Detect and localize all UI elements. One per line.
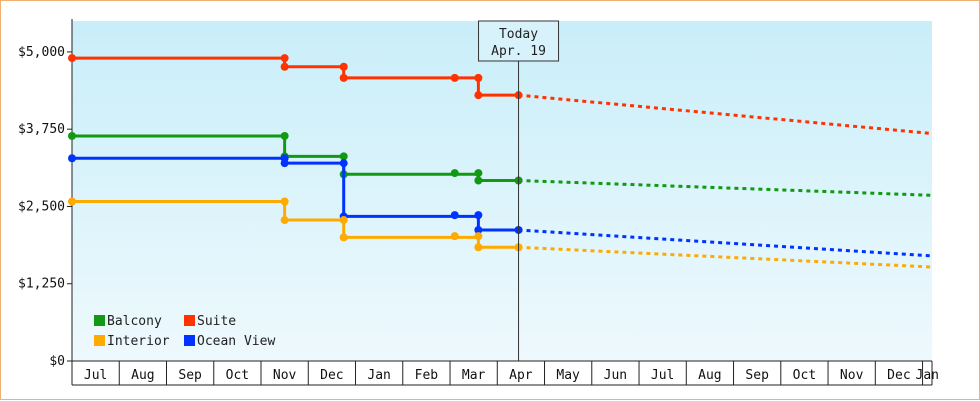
x-tick-label: Feb xyxy=(415,368,439,383)
x-tick-label: Jun xyxy=(604,368,627,383)
legend-swatch-interior xyxy=(94,335,105,346)
data-point xyxy=(474,176,483,185)
data-point xyxy=(339,62,348,71)
data-point xyxy=(68,154,76,163)
data-point xyxy=(68,131,76,140)
data-point xyxy=(450,232,459,241)
forecast-line-ocean-view xyxy=(518,228,933,258)
data-point xyxy=(68,54,76,63)
today-date: Apr. 19 xyxy=(491,44,546,59)
legend: Balcony Suite Interior Ocean View xyxy=(94,314,275,349)
x-tick-label: Aug xyxy=(131,368,154,383)
y-tick-label: $0 xyxy=(49,354,65,369)
data-point xyxy=(339,159,348,168)
x-tick-label: Apr xyxy=(509,368,533,383)
data-point xyxy=(68,197,76,206)
x-tick-label: Dec xyxy=(887,368,910,383)
data-point xyxy=(339,233,348,242)
data-point xyxy=(474,243,483,252)
data-point xyxy=(450,169,459,178)
series-layer xyxy=(68,54,933,269)
legend-label-suite: Suite xyxy=(197,314,236,329)
data-point xyxy=(474,225,483,234)
y-axis: $0 $1,250 $2,500 $3,750 $5,000 xyxy=(18,19,73,369)
today-label: Today xyxy=(499,27,538,42)
x-tick-label: Oct xyxy=(793,368,816,383)
data-point xyxy=(339,152,348,161)
data-point xyxy=(474,169,483,178)
x-tick-label: Nov xyxy=(840,368,864,383)
forecast-line-suite xyxy=(518,93,933,136)
x-tick-label: Jan xyxy=(916,368,939,383)
x-tick-label: Dec xyxy=(320,368,343,383)
x-tick-label: Mar xyxy=(462,368,486,383)
x-tick-label: Sep xyxy=(178,368,202,383)
data-point xyxy=(280,216,289,225)
data-point xyxy=(280,197,289,206)
x-axis: Jul Aug Sep Oct Nov Dec Jan Feb Mar Apr May Jun Jul A… xyxy=(71,360,939,386)
legend-label-interior: Interior xyxy=(107,334,170,349)
data-point xyxy=(280,131,289,140)
x-tick-label: May xyxy=(556,368,580,383)
x-tick-label: Jul xyxy=(84,368,107,383)
data-point xyxy=(339,216,348,225)
x-tick-label: Nov xyxy=(273,368,297,383)
data-point xyxy=(474,211,483,220)
data-point xyxy=(474,91,483,100)
legend-swatch-balcony xyxy=(94,315,105,326)
x-tick-label: Oct xyxy=(226,368,249,383)
today-marker: Today Apr. 19 xyxy=(478,20,560,361)
y-tick-label: $3,750 xyxy=(18,122,65,137)
legend-swatch-ocean-view xyxy=(184,335,195,346)
data-point xyxy=(280,62,289,71)
legend-label-ocean-view: Ocean View xyxy=(197,334,275,349)
data-point xyxy=(280,54,289,63)
data-point xyxy=(450,73,459,82)
legend-label-balcony: Balcony xyxy=(107,314,162,329)
y-tick-label: $5,000 xyxy=(18,45,65,60)
data-point xyxy=(339,73,348,82)
y-tick-label: $1,250 xyxy=(18,277,65,292)
x-tick-label: Jul xyxy=(651,368,674,383)
data-point xyxy=(450,211,459,220)
x-tick-label: Jan xyxy=(367,368,390,383)
today-box xyxy=(478,20,560,62)
y-tick-label: $2,500 xyxy=(18,199,65,214)
legend-swatch-suite xyxy=(184,315,195,326)
x-tick-label: Sep xyxy=(745,368,769,383)
data-point xyxy=(280,159,289,168)
x-tick-label: Aug xyxy=(698,368,721,383)
forecast-line-balcony xyxy=(518,178,933,197)
plot-background xyxy=(72,21,932,361)
forecast-line-interior xyxy=(518,245,933,269)
data-point xyxy=(474,232,483,241)
data-point xyxy=(474,73,483,82)
